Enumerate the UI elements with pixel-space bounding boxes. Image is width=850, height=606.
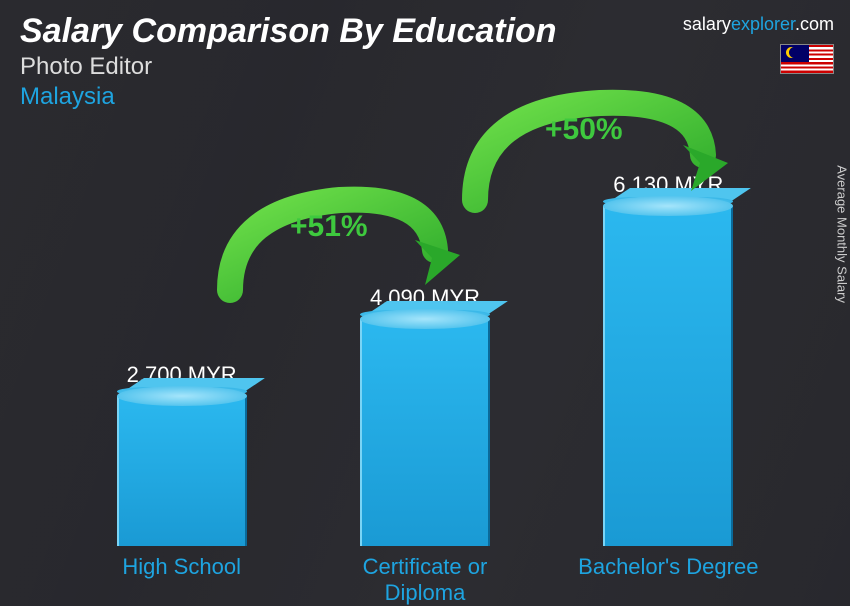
bar-category-label: Bachelor's Degree — [568, 554, 768, 580]
bar: High School — [117, 396, 247, 546]
chart-country: Malaysia — [20, 83, 830, 111]
bar-group: 2,700 MYRHigh School — [92, 362, 272, 546]
bar: Certificate or Diploma — [360, 319, 490, 546]
bar-group: 4,090 MYRCertificate or Diploma — [335, 285, 515, 546]
increment-label-2: +50% — [545, 113, 623, 147]
bar: Bachelor's Degree — [603, 206, 733, 546]
bar-group: 6,130 MYRBachelor's Degree — [578, 172, 758, 546]
brand-logo: salaryexplorer.com — [683, 14, 834, 35]
brand-part3: .com — [795, 14, 834, 34]
brand-part2: explorer — [731, 14, 795, 34]
bar-category-label: Certificate or Diploma — [325, 554, 525, 606]
brand-part1: salary — [683, 14, 731, 34]
y-axis-label: Average Monthly Salary — [835, 165, 850, 303]
bar-chart: 2,700 MYRHigh School 4,090 MYRCertificate… — [60, 166, 790, 546]
chart-subtitle: Photo Editor — [20, 53, 830, 81]
malaysia-flag-icon — [780, 44, 834, 74]
bar-category-label: High School — [82, 554, 282, 580]
